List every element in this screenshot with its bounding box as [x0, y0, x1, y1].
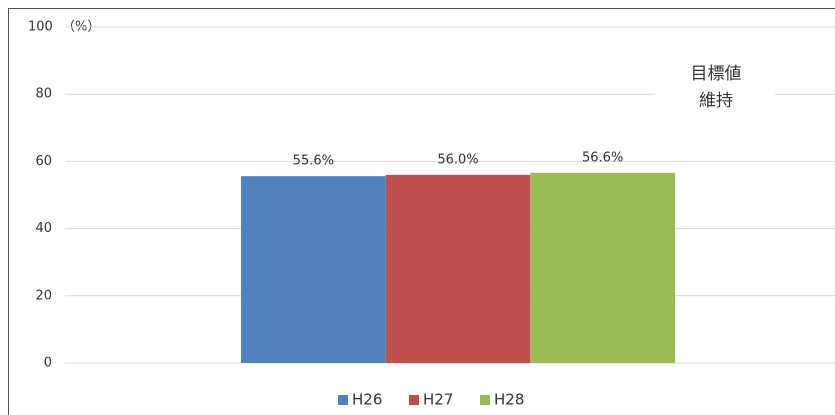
- legend-swatch: [480, 395, 490, 405]
- y-tick-label: 80: [35, 87, 52, 102]
- y-tick-label: 100: [28, 20, 53, 35]
- data-label: 56.0%: [437, 152, 478, 167]
- data-label: 56.6%: [582, 150, 623, 165]
- y-tick-label: 60: [35, 154, 52, 169]
- bar: [241, 176, 386, 363]
- annotation: 目標値: [691, 64, 742, 84]
- legend-label: H26: [352, 391, 382, 409]
- legend-label: H28: [494, 391, 524, 409]
- annotation: 維持: [699, 91, 733, 111]
- legend-swatch: [338, 395, 348, 405]
- y-tick-label: 0: [44, 356, 52, 371]
- y-tick-label: 20: [35, 288, 52, 303]
- legend-label: H27: [423, 391, 453, 409]
- y-tick-label: 40: [35, 221, 52, 236]
- legend-swatch: [409, 395, 419, 405]
- frame: [8, 8, 835, 415]
- data-label: 55.6%: [293, 154, 334, 169]
- bar: [385, 174, 531, 363]
- annotation-box: [655, 58, 775, 120]
- bar: [530, 172, 675, 363]
